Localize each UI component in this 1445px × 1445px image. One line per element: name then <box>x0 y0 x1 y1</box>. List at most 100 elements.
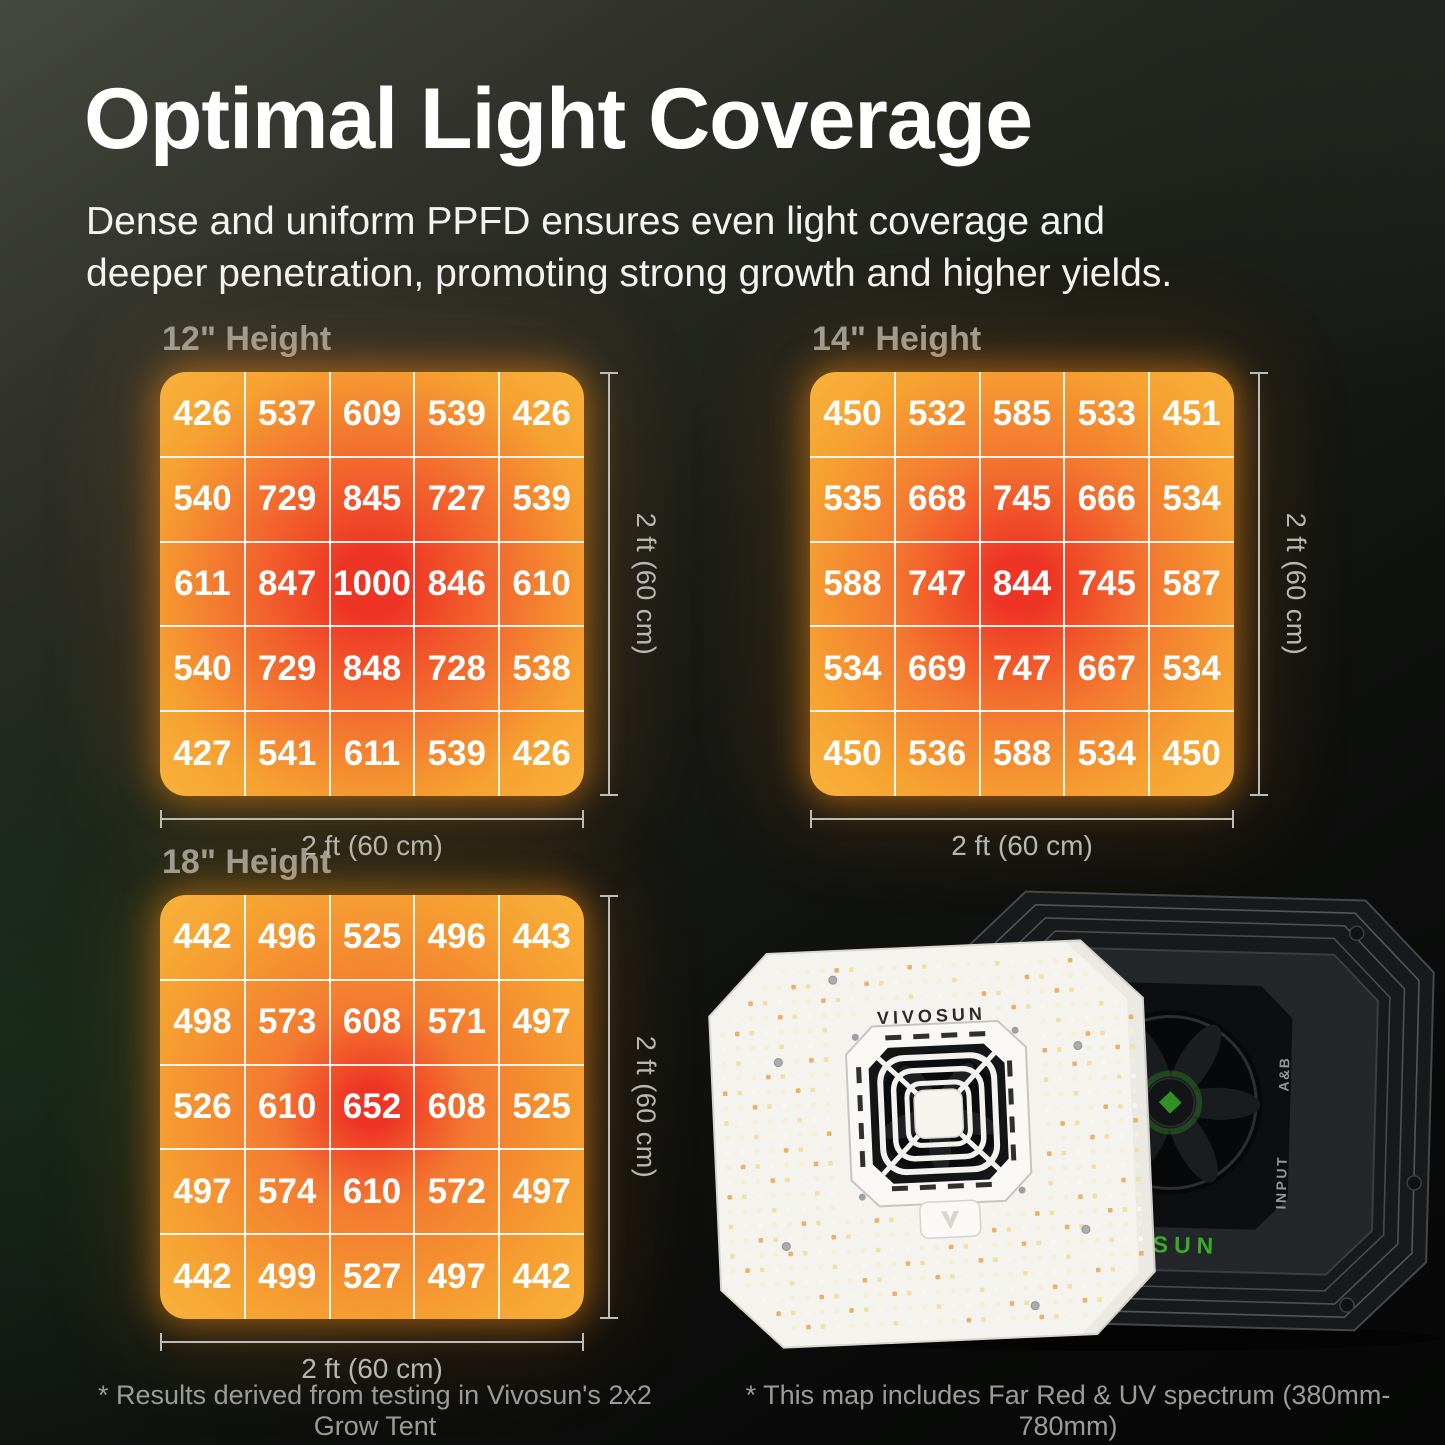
led-chip <box>736 1061 741 1066</box>
heatmap-cell: 539 <box>427 394 486 434</box>
led-chip <box>1113 1000 1119 1006</box>
led-chip <box>1057 1061 1063 1067</box>
led-chip <box>977 1243 983 1248</box>
heatmap-cell: 588 <box>992 733 1052 773</box>
led-chip <box>1008 1271 1014 1277</box>
led-chip <box>761 1297 766 1302</box>
led-chip <box>1037 1270 1043 1275</box>
led-chip <box>1090 1134 1095 1140</box>
led-chip <box>765 1059 771 1065</box>
led-chip <box>922 1304 927 1310</box>
led-chip <box>1109 1252 1115 1258</box>
led-chip <box>893 980 899 985</box>
led-chip <box>797 1117 802 1123</box>
led-chip <box>1099 1015 1105 1021</box>
led-chip <box>1137 1206 1142 1212</box>
board-shading <box>1064 940 1155 1335</box>
heatmap-cell: 450 <box>823 733 882 773</box>
heatmap-cell: 669 <box>907 648 967 688</box>
led-chip <box>1078 1209 1084 1214</box>
led-chip <box>906 1290 912 1296</box>
led-chip <box>875 1247 881 1253</box>
led-chip <box>750 1045 755 1051</box>
led-chip <box>758 1238 764 1243</box>
led-chip <box>1102 1074 1107 1080</box>
led-chip <box>1072 1061 1077 1067</box>
grid-line <box>160 978 584 981</box>
led-chip <box>1052 1284 1058 1290</box>
led-chip <box>816 1220 821 1226</box>
led-chip <box>878 966 883 971</box>
heatmap-cell: 534 <box>1162 648 1221 688</box>
led-chip <box>921 964 927 969</box>
led-chip <box>949 1259 955 1265</box>
led-chip <box>1038 1285 1043 1290</box>
led-chip <box>1053 958 1058 964</box>
led-chip <box>790 1310 796 1316</box>
led-chip <box>864 1322 870 1327</box>
led-chip <box>814 1176 819 1182</box>
led-chip <box>878 980 884 986</box>
fan-hub-logo <box>1158 1091 1182 1114</box>
led-chip <box>812 1131 818 1137</box>
led-chip <box>738 1105 743 1111</box>
heatmap-cell: 611 <box>343 733 401 773</box>
heatmap-cell: 610 <box>257 1086 317 1126</box>
heatmap-cell: 427 <box>173 733 232 773</box>
led-chip <box>828 1160 833 1166</box>
heatmap-cell: 535 <box>823 479 882 519</box>
led-chip <box>753 1119 759 1125</box>
led-chip <box>1020 1211 1026 1217</box>
led-chip <box>769 1148 774 1154</box>
led-chip <box>980 976 986 982</box>
led-chip <box>1136 1191 1142 1197</box>
led-chip <box>1006 1227 1012 1232</box>
led-chip <box>981 991 987 996</box>
led-chip <box>951 962 956 968</box>
led-chip <box>1135 1162 1140 1168</box>
heatmap-cell: 537 <box>257 394 317 434</box>
led-chip <box>768 1133 774 1139</box>
grid-line <box>1148 372 1151 796</box>
led-chip <box>736 1075 742 1081</box>
height-dimension-line <box>600 372 618 796</box>
led-chip <box>936 1289 941 1295</box>
led-chip <box>1108 1222 1114 1228</box>
led-chip <box>1077 1179 1083 1185</box>
led-chip <box>1046 1136 1052 1142</box>
heatmap-cell: 525 <box>512 1086 571 1126</box>
heatmap-title: 12" Height <box>162 320 332 358</box>
led-chip <box>934 1259 940 1265</box>
led-chip <box>979 1287 985 1293</box>
led-chip <box>759 1267 765 1273</box>
led-chip <box>820 1309 825 1315</box>
heatmap-cell: 541 <box>257 733 317 773</box>
led-chip <box>804 1295 810 1300</box>
led-chip <box>1059 1106 1065 1112</box>
grid-line <box>328 372 331 796</box>
heatmap-cell: 426 <box>173 394 232 434</box>
led-chip <box>1011 1004 1017 1010</box>
heatmap-cell: 1000 <box>333 563 411 603</box>
mounting-hole <box>1348 925 1365 942</box>
heatmap-cell: 729 <box>257 479 317 519</box>
led-chip <box>1090 1149 1096 1155</box>
led-chip <box>978 1258 984 1263</box>
heatmap-cell: 534 <box>1077 733 1136 773</box>
led-chip <box>891 1276 897 1282</box>
heatmap-cell: 426 <box>512 394 571 434</box>
led-chip <box>1086 1060 1092 1066</box>
mounting-hole <box>1406 1175 1422 1191</box>
led-chip <box>1131 1088 1137 1094</box>
led-chip <box>934 1245 939 1250</box>
led-chip <box>1045 1106 1050 1112</box>
led-chip <box>1117 1103 1123 1109</box>
led-chip <box>833 1279 839 1284</box>
led-chip <box>740 1164 746 1170</box>
led-chip <box>798 1147 804 1153</box>
led-chip <box>773 1252 779 1257</box>
width-dimension-line <box>160 810 584 828</box>
led-chip <box>907 1305 913 1311</box>
led-chip <box>847 1278 853 1284</box>
led-chip <box>792 1014 798 1020</box>
